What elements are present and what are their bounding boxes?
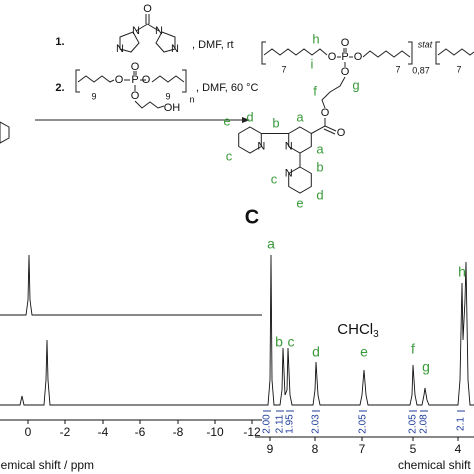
integral-value: 2.05 [408,414,419,434]
x-tick-label: 5 [410,442,417,456]
peak-label: c [288,334,295,350]
x-axis-label: chemical shift / ppm [0,458,94,472]
atom-label: O [341,37,350,49]
peak-label: g [422,359,430,375]
x-tick-label: 8 [312,442,319,456]
peak-label: b [275,334,283,350]
atom-label: O [131,61,140,73]
x-tick-label: 9 [267,442,274,456]
panel-label: C [245,206,259,228]
peak-label: d [312,344,320,360]
step-conditions: , DMF, rt [192,39,234,51]
atom-label: O [328,51,337,63]
spectrum-trace [0,254,262,316]
atom-label: N [116,43,124,55]
atom-label: 0,87 [412,65,430,75]
x-tick-label: 0 [25,425,32,439]
atom-label: N [285,140,293,152]
atom-label: OH [164,102,181,114]
x-tick-label: 7 [359,442,366,456]
atom-label: P [131,74,138,86]
atom-label: h [312,31,319,46]
x-axis-label: chemical shift / ppm [398,458,474,472]
integral-value: 2.03 [311,414,322,434]
atom-label: a [296,109,304,124]
atom-label: 7 [395,64,400,74]
atom-label: 7 [456,64,461,74]
phosphate-structure [75,69,187,109]
x-tick-label: -8 [173,425,184,439]
peak-label: a [267,236,275,252]
atom-label: O [354,51,363,63]
atom-label: e [296,195,303,210]
x-tick-label: -4 [98,425,109,439]
x-tick-label: 4 [455,442,462,456]
peak-label: e [360,344,368,360]
atom-label: e [223,113,230,128]
atom-label: O [321,107,330,119]
atom-label: N [285,167,293,179]
cdi-structure [119,14,176,53]
atom-label: n [189,94,194,104]
atom-label: N [155,25,163,37]
peak-label: h [458,264,466,280]
x-tick-label: -12 [243,425,261,439]
solvent-subscript: 3 [373,329,379,340]
integral-value: 2.00 [262,414,273,434]
x-tick-label: -2 [60,425,71,439]
spectrum-trace [0,339,262,406]
peak-label: f [411,341,415,357]
atom-label: O [131,90,140,102]
atom-label: N [132,25,140,37]
atom-label: d [246,109,253,124]
atom-label: f [313,83,317,98]
integral-value: 2.05 [358,414,369,434]
integral-value: 2.1 [456,417,467,431]
atom-label: b [316,159,323,174]
arrow-head [242,117,250,123]
atom-label: O [143,3,152,15]
atom-label: a [316,141,324,156]
atom-label: i [311,56,314,71]
x-tick-label: -6 [135,425,146,439]
step-conditions: , DMF, 60 °C [196,82,259,94]
x-tick-label: -10 [206,425,224,439]
solvent-label: CHCl3 [337,321,379,340]
step-number: 1. [55,36,64,48]
product-structure [238,41,474,194]
atom-label: O [142,74,151,86]
atom-label: 7 [281,64,286,74]
step-number: 2. [55,82,64,94]
solvent-text: CHCl [337,321,373,338]
integral-value: 1.95 [285,414,296,434]
atom-label: N [171,43,179,55]
atom-label: N [257,140,265,152]
atom-label: c [271,171,278,186]
atom-label: stat [418,39,433,49]
spectrum-trace [255,254,474,406]
atom-label: O [341,66,350,78]
atom-label: O [337,127,346,139]
atom-label: b [272,115,279,130]
ring-fragment [0,121,10,144]
atom-label: g [352,77,359,92]
atom-label: 9 [165,91,170,101]
atom-label: O [115,74,124,86]
atom-label: d [316,187,323,202]
atom-label: c [226,148,233,163]
atom-label: 9 [91,91,96,101]
integral-value: 2.11 [275,414,286,433]
integral-value: 2.08 [419,414,430,434]
atom-label: P [341,51,348,63]
